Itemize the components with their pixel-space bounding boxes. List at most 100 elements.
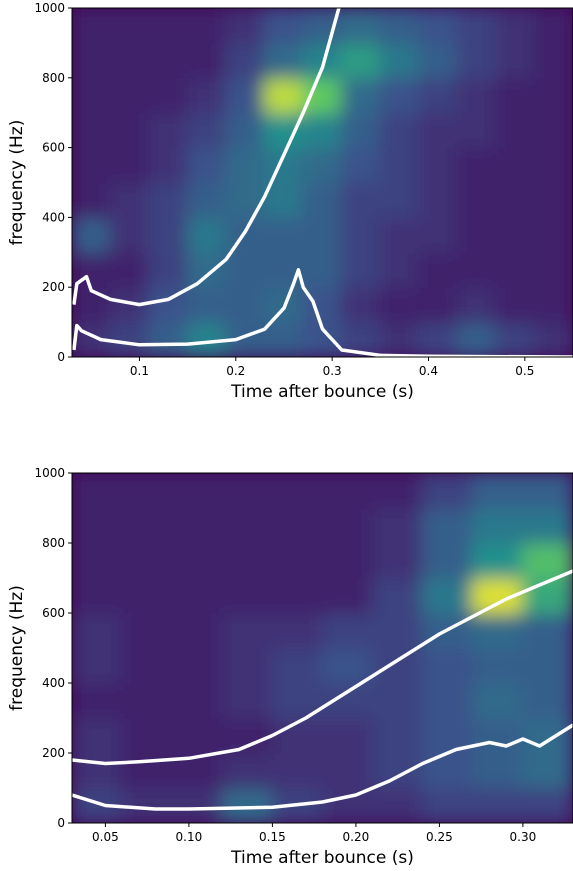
heatmap-cell bbox=[171, 473, 224, 509]
heatmap-cell bbox=[72, 647, 124, 684]
heatmap-cell bbox=[321, 752, 374, 789]
heatmap-cell bbox=[379, 8, 420, 44]
heatmap-cell bbox=[371, 577, 424, 614]
heatmap-cell bbox=[379, 286, 420, 324]
heatmap-cell bbox=[186, 286, 228, 324]
heatmap-cell bbox=[321, 507, 374, 544]
heatmap-cell bbox=[340, 251, 382, 289]
heatmap-cell bbox=[109, 41, 151, 79]
plot-area bbox=[72, 8, 573, 357]
heatmap-cell bbox=[371, 647, 424, 684]
y-tick-label: 800 bbox=[42, 536, 65, 550]
heatmap-cell bbox=[371, 507, 424, 544]
plot-frame bbox=[71, 472, 573, 824]
frequency-track bbox=[72, 8, 341, 307]
heatmap-cell bbox=[533, 146, 573, 184]
heatmap-cell bbox=[417, 8, 459, 44]
heatmap-cell bbox=[471, 612, 524, 649]
heatmap-cell bbox=[417, 76, 459, 114]
heatmap-cell bbox=[225, 41, 266, 79]
y-tick-label: 400 bbox=[42, 676, 65, 690]
heatmap-cell bbox=[72, 76, 112, 114]
heatmap-cell bbox=[533, 111, 573, 149]
heatmap-cell bbox=[321, 647, 374, 684]
y-tick-label: 400 bbox=[42, 210, 65, 224]
x-tick-label: 0.30 bbox=[510, 830, 537, 844]
heatmap-cell bbox=[421, 577, 474, 614]
x-tick-label: 0.3 bbox=[323, 364, 342, 378]
heatmap bbox=[72, 8, 573, 357]
heatmap-cell bbox=[72, 717, 124, 754]
y-tick-label: 600 bbox=[42, 606, 65, 620]
heatmap-cell bbox=[121, 787, 174, 823]
heatmap-cell bbox=[302, 41, 343, 79]
heatmap-cell bbox=[263, 41, 305, 79]
heatmap-cell bbox=[371, 612, 424, 649]
x-tick-label: 0.10 bbox=[176, 830, 203, 844]
heatmap-cell bbox=[456, 181, 497, 219]
heatmap bbox=[72, 473, 573, 823]
heatmap-cell bbox=[340, 8, 382, 44]
heatmap-cell bbox=[263, 321, 305, 357]
heatmap-cell bbox=[321, 473, 374, 509]
heatmap-cell bbox=[171, 717, 224, 754]
heatmap-cell bbox=[148, 76, 189, 114]
heatmap-cell bbox=[72, 146, 112, 184]
heatmap-cell bbox=[379, 251, 420, 289]
heatmap-cell bbox=[225, 8, 266, 44]
heatmap-cell bbox=[221, 752, 274, 789]
heatmap-cell bbox=[186, 321, 228, 357]
x-tick-label: 0.4 bbox=[419, 364, 438, 378]
heatmap-cell bbox=[221, 542, 274, 579]
heatmap-cell bbox=[421, 752, 474, 789]
heatmap-cell bbox=[121, 717, 174, 754]
x-tick-label: 0.2 bbox=[226, 364, 245, 378]
heatmap-cell bbox=[72, 507, 124, 544]
y-tick-label: 200 bbox=[42, 280, 65, 294]
heatmap-cell bbox=[471, 473, 524, 509]
x-tick-label: 0.15 bbox=[259, 830, 286, 844]
x-tick-label: 0.5 bbox=[515, 364, 534, 378]
heatmap-cell bbox=[494, 216, 536, 254]
heatmap-cell bbox=[72, 181, 112, 219]
heatmap-cell bbox=[421, 542, 474, 579]
heatmap-cell bbox=[421, 682, 474, 719]
heatmap-cell bbox=[302, 181, 343, 219]
heatmap-cell bbox=[109, 8, 151, 44]
heatmap-cell bbox=[109, 251, 151, 289]
heatmap-cell bbox=[221, 612, 274, 649]
heatmap-cell bbox=[221, 717, 274, 754]
heatmap-cell bbox=[186, 76, 228, 114]
heatmap-cell bbox=[186, 111, 228, 149]
heatmap-cell bbox=[471, 682, 524, 719]
heatmap-cell bbox=[371, 787, 424, 823]
heatmap-cell bbox=[121, 682, 174, 719]
heatmap-cell bbox=[271, 473, 324, 509]
heatmap-cell bbox=[171, 787, 224, 823]
heatmap-cell bbox=[121, 647, 174, 684]
heatmap-cell bbox=[379, 146, 420, 184]
heatmap-cell bbox=[340, 146, 382, 184]
heatmap-cell bbox=[417, 216, 459, 254]
heatmap-cell bbox=[263, 8, 305, 44]
heatmap-cell bbox=[121, 612, 174, 649]
heatmap-cell bbox=[494, 41, 536, 79]
plot-frame bbox=[71, 7, 573, 358]
heatmap-cell bbox=[148, 8, 189, 44]
heatmap-cell bbox=[225, 251, 266, 289]
heatmap-cell bbox=[456, 8, 497, 44]
heatmap-cell bbox=[417, 181, 459, 219]
heatmap-cell bbox=[340, 181, 382, 219]
heatmap-cell bbox=[340, 286, 382, 324]
y-tick-label: 1000 bbox=[34, 1, 65, 15]
heatmap-cell bbox=[471, 647, 524, 684]
heatmap-cell bbox=[371, 752, 424, 789]
heatmap-cell bbox=[456, 111, 497, 149]
heatmap-cell bbox=[521, 473, 573, 509]
heatmap-cell bbox=[533, 251, 573, 289]
heatmap-cell bbox=[171, 507, 224, 544]
heatmap-cell bbox=[221, 682, 274, 719]
heatmap-cell bbox=[456, 41, 497, 79]
heatmap-cell bbox=[417, 41, 459, 79]
